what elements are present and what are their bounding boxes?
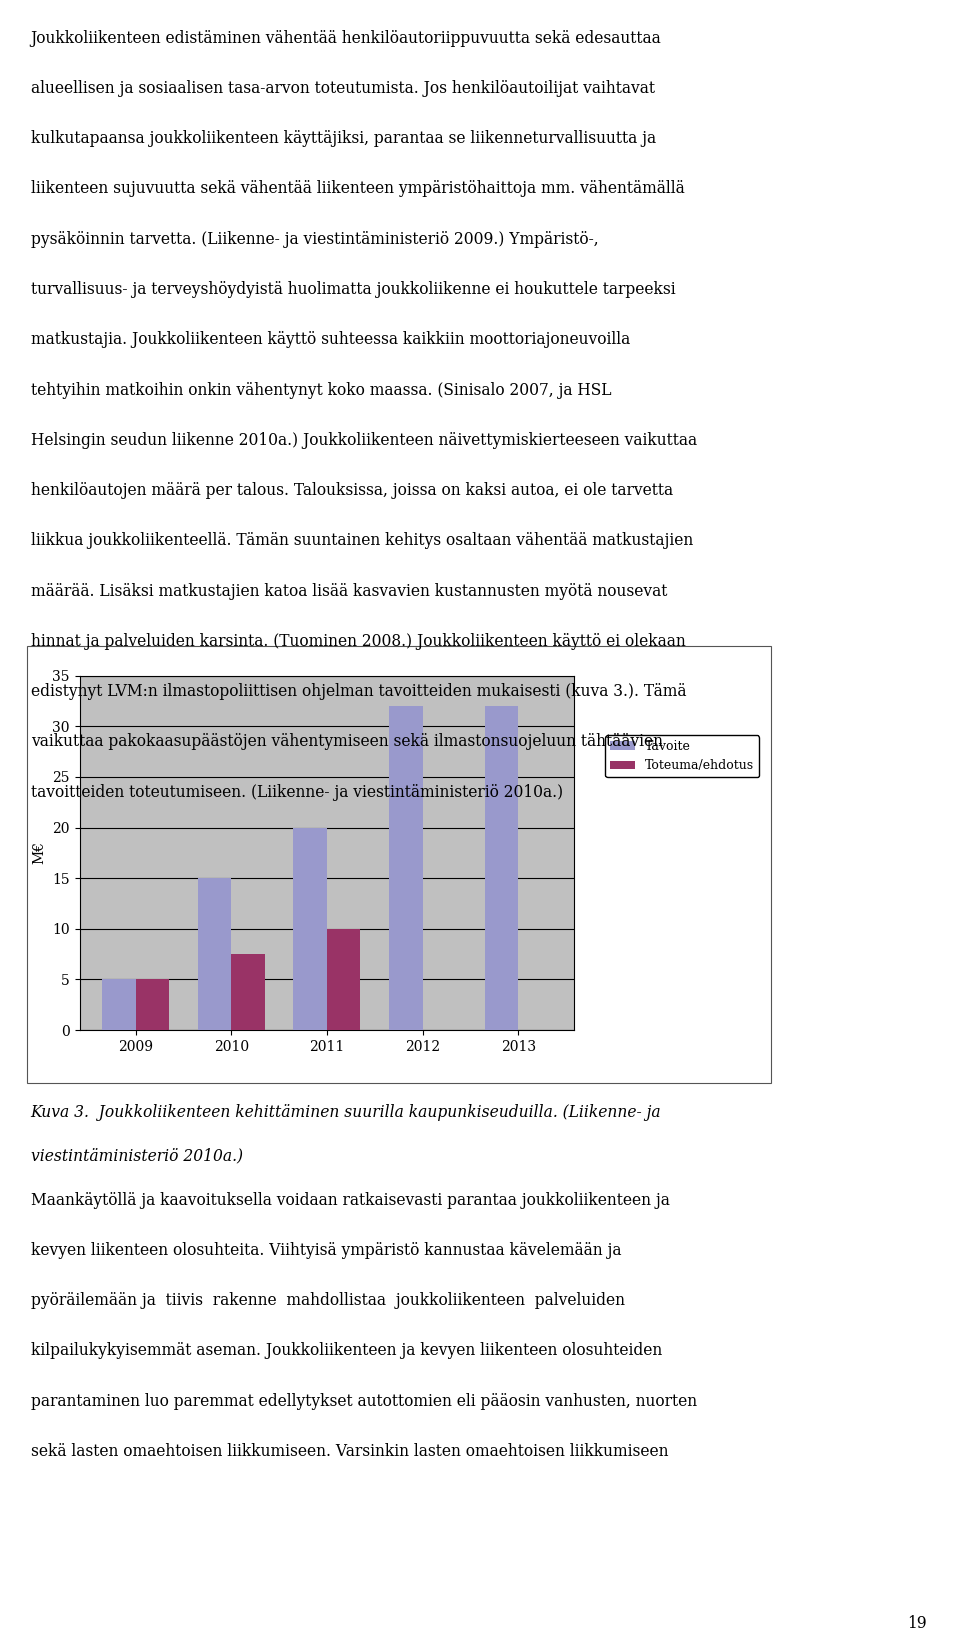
Text: parantaminen luo paremmat edellytykset autottomien eli pääosin vanhusten, nuorte: parantaminen luo paremmat edellytykset a…	[31, 1393, 697, 1409]
Text: liikkua joukkoliikenteellä. Tämän suuntainen kehitys osaltaan vähentää matkustaj: liikkua joukkoliikenteellä. Tämän suunta…	[31, 532, 693, 549]
Text: pyöräilemään ja  tiivis  rakenne  mahdollistaa  joukkoliikenteen  palveluiden: pyöräilemään ja tiivis rakenne mahdollis…	[31, 1292, 625, 1309]
Text: liikenteen sujuvuutta sekä vähentää liikenteen ympäristöhaittoja mm. vähentämäll: liikenteen sujuvuutta sekä vähentää liik…	[31, 181, 684, 198]
Text: edistynyt LVM:n ilmastopoliittisen ohjelman tavoitteiden mukaisesti (kuva 3.). T: edistynyt LVM:n ilmastopoliittisen ohjel…	[31, 684, 686, 700]
Text: Joukkoliikenteen edistäminen vähentää henkilöautoriippuvuutta sekä edesauttaa: Joukkoliikenteen edistäminen vähentää he…	[31, 30, 661, 46]
Text: kevyen liikenteen olosuhteita. Viihtyisä ympäristö kannustaa kävelemään ja: kevyen liikenteen olosuhteita. Viihtyisä…	[31, 1243, 621, 1259]
Text: hinnat ja palveluiden karsinta. (Tuominen 2008.) Joukkoliikenteen käyttö ei olek: hinnat ja palveluiden karsinta. (Tuomine…	[31, 633, 685, 649]
Text: pysäköinnin tarvetta. (Liikenne- ja viestintäministeriö 2009.) Ympäristö-,: pysäköinnin tarvetta. (Liikenne- ja vies…	[31, 231, 598, 247]
Bar	[231, 954, 265, 1030]
Y-axis label: M€: M€	[33, 842, 47, 864]
Text: tehtyihin matkoihin onkin vähentynyt koko maassa. (Sinisalo 2007, ja HSL: tehtyihin matkoihin onkin vähentynyt kok…	[31, 382, 612, 399]
Text: turvallisuus- ja terveyshöydyistä huolimatta joukkoliikenne ei houkuttele tarpee: turvallisuus- ja terveyshöydyistä huolim…	[31, 280, 675, 298]
Bar	[102, 979, 135, 1030]
Bar	[198, 878, 231, 1030]
Text: vaikuttaa pakokaasupäästöjen vähentymiseen sekä ilmastonsuojeluun tähtäävien: vaikuttaa pakokaasupäästöjen vähentymise…	[31, 733, 662, 750]
Text: viestintäministeriö 2010a.): viestintäministeriö 2010a.)	[31, 1147, 243, 1163]
Text: henkilöautojen määrä per talous. Talouksissa, joissa on kaksi autoa, ei ole tarv: henkilöautojen määrä per talous. Talouks…	[31, 483, 673, 499]
Text: Kuva 3.  Joukkoliikenteen kehittäminen suurilla kaupunkiseuduilla. (Liikenne- ja: Kuva 3. Joukkoliikenteen kehittäminen su…	[31, 1104, 661, 1121]
Text: Maankäytöllä ja kaavoituksella voidaan ratkaisevasti parantaa joukkoliikenteen j: Maankäytöllä ja kaavoituksella voidaan r…	[31, 1192, 669, 1208]
Text: kilpailukykyisemmät aseman. Joukkoliikenteen ja kevyen liikenteen olosuhteiden: kilpailukykyisemmät aseman. Joukkoliiken…	[31, 1341, 662, 1360]
Text: kulkutapaansa joukkoliikenteen käyttäjiksi, parantaa se liikenneturvallisuutta j: kulkutapaansa joukkoliikenteen käyttäjik…	[31, 130, 656, 147]
Text: määrää. Lisäksi matkustajien katoa lisää kasvavien kustannusten myötä nousevat: määrää. Lisäksi matkustajien katoa lisää…	[31, 583, 667, 600]
Bar	[485, 705, 518, 1030]
Bar	[326, 929, 360, 1030]
Text: alueellisen ja sosiaalisen tasa-arvon toteutumista. Jos henkilöautoilijat vaihta: alueellisen ja sosiaalisen tasa-arvon to…	[31, 79, 655, 97]
Text: matkustajia. Joukkoliikenteen käyttö suhteessa kaikkiin moottoriajoneuvoilla: matkustajia. Joukkoliikenteen käyttö suh…	[31, 331, 630, 348]
Text: tavoitteiden toteutumiseen. (Liikenne- ja viestintäministeriö 2010a.): tavoitteiden toteutumiseen. (Liikenne- j…	[31, 784, 563, 801]
Bar	[294, 827, 326, 1030]
Bar	[135, 979, 169, 1030]
Text: Helsingin seudun liikenne 2010a.) Joukkoliikenteen näivettymiskierteeseen vaikut: Helsingin seudun liikenne 2010a.) Joukko…	[31, 432, 697, 448]
Text: 19: 19	[907, 1615, 926, 1632]
Text: sekä lasten omaehtoisen liikkumiseen. Varsinkin lasten omaehtoisen liikkumiseen: sekä lasten omaehtoisen liikkumiseen. Va…	[31, 1444, 668, 1460]
Legend: Tavoite, Toteuma/ehdotus: Tavoite, Toteuma/ehdotus	[605, 735, 759, 778]
Bar	[389, 705, 422, 1030]
